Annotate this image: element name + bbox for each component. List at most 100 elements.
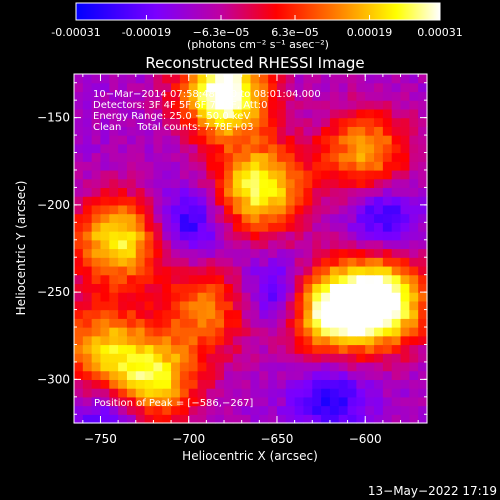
heatmap-cell [118, 169, 128, 180]
heatmap-cell [374, 274, 384, 284]
heatmap-cell [206, 396, 216, 407]
heatmap-cell [382, 248, 393, 258]
heatmap-cell [118, 379, 128, 389]
heatmap-cell [400, 126, 410, 136]
heatmap-cell [162, 257, 172, 267]
heatmap-cell [268, 309, 278, 319]
heatmap-cell [144, 187, 155, 197]
heatmap-cell [109, 405, 119, 415]
heatmap-cell [303, 74, 313, 84]
heatmap-cell [285, 257, 296, 267]
heatmap-cell [382, 213, 393, 223]
heatmap-cell [374, 283, 384, 293]
heatmap-cell [400, 257, 410, 267]
heatmap-cell [365, 135, 375, 145]
heatmap-cell [347, 388, 357, 398]
heatmap-cell [400, 152, 410, 162]
heatmap-cell [74, 300, 84, 311]
heatmap-cell [126, 91, 137, 101]
heatmap-cell [126, 135, 137, 145]
heatmap-cell [100, 152, 110, 162]
heatmap-cell [347, 248, 357, 258]
heatmap-cell [391, 292, 402, 302]
heatmap-cell [303, 178, 313, 189]
heatmap-cell [250, 327, 260, 337]
heatmap-cell [312, 143, 322, 154]
heatmap-cell [321, 143, 331, 154]
heatmap-cell [382, 143, 393, 154]
heatmap-cell [188, 388, 199, 398]
heatmap-cell [374, 300, 384, 311]
heatmap-cell [241, 283, 252, 293]
heatmap-cell [215, 274, 225, 284]
heatmap-cell [82, 353, 93, 363]
heatmap-cell [321, 135, 331, 145]
heatmap-cell [197, 283, 207, 293]
heatmap-cell [232, 231, 243, 241]
heatmap-cell [74, 239, 84, 250]
heatmap-cell [188, 283, 199, 293]
colorbar-tick-label: -0.00019 [122, 26, 171, 39]
heatmap-cell [188, 327, 199, 337]
heatmap-cell [250, 370, 260, 380]
heatmap-cell [241, 152, 252, 162]
heatmap-cell [197, 91, 207, 101]
heatmap-cell [391, 117, 402, 127]
heatmap-cell [197, 353, 207, 363]
heatmap-cell [382, 187, 393, 197]
heatmap-cell [356, 292, 366, 302]
heatmap-cell [285, 353, 296, 363]
heatmap-cell [285, 231, 296, 241]
heatmap-cell [118, 414, 128, 424]
heatmap-cell [321, 169, 331, 180]
heatmap-cell [409, 213, 419, 223]
heatmap-cell [224, 379, 234, 389]
heatmap-cell [171, 414, 181, 424]
heatmap-cell [250, 309, 260, 319]
heatmap-cell [329, 335, 340, 346]
heatmap-cell [294, 161, 305, 171]
heatmap-cell [162, 335, 172, 346]
heatmap-cell [321, 414, 331, 424]
heatmap-cell [303, 187, 313, 197]
heatmap-cell [347, 292, 357, 302]
heatmap-cell [144, 74, 155, 84]
heatmap-cell [374, 74, 384, 84]
heatmap-cell [329, 135, 340, 145]
heatmap-cell [382, 414, 393, 424]
heatmap-cell [206, 414, 216, 424]
heatmap-cell [321, 265, 331, 276]
heatmap-cell [382, 161, 393, 171]
heatmap-cell [259, 318, 269, 328]
heatmap-cell [338, 152, 349, 162]
heatmap-cell [215, 108, 225, 119]
heatmap-cell [365, 283, 375, 293]
heatmap-cell [179, 82, 190, 93]
heatmap-cell [312, 388, 322, 398]
heatmap-cell [250, 248, 260, 258]
heatmap-cell [400, 74, 410, 84]
heatmap-cell [179, 135, 190, 145]
heatmap-cell [312, 265, 322, 276]
heatmap-cell [241, 231, 252, 241]
heatmap-cell [232, 204, 243, 215]
heatmap-cell [215, 353, 225, 363]
heatmap-cell [215, 388, 225, 398]
heatmap-cell [197, 231, 207, 241]
heatmap-cell [74, 213, 84, 223]
heatmap-cell [135, 143, 146, 154]
heatmap-cell [329, 414, 340, 424]
heatmap-cell [100, 318, 110, 328]
heatmap-cell [126, 265, 137, 276]
heatmap-cell [374, 388, 384, 398]
heatmap-cell [321, 335, 331, 346]
heatmap-cell [356, 265, 366, 276]
heatmap-cell [268, 379, 278, 389]
heatmap-cell [382, 283, 393, 293]
heatmap-cell [418, 74, 428, 84]
heatmap-cell [91, 414, 102, 424]
heatmap-cell [391, 161, 402, 171]
heatmap-cell [91, 283, 102, 293]
heatmap-cell [418, 292, 428, 302]
heatmap-cell [224, 292, 234, 302]
